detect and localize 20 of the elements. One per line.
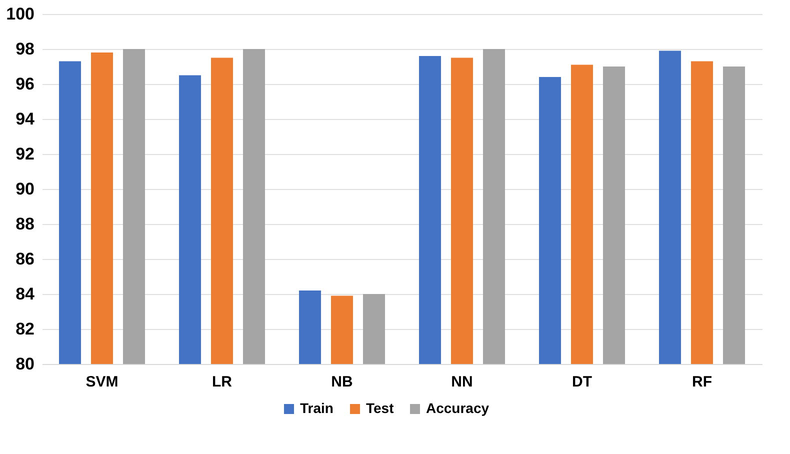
x-tick-label: NB xyxy=(331,374,353,390)
y-tick-label: 96 xyxy=(16,74,34,94)
x-tick-label: LR xyxy=(212,374,232,390)
x-tick-label: DT xyxy=(572,374,592,390)
legend-label: Train xyxy=(300,400,334,416)
y-tick-label: 84 xyxy=(16,284,36,304)
y-tick-label: 94 xyxy=(16,110,36,128)
y-tick-label: 86 xyxy=(16,250,34,268)
legend-label: Test xyxy=(366,400,394,416)
y-tick-label: 82 xyxy=(16,320,34,338)
y-tick-label: 88 xyxy=(16,214,34,234)
y-tick-label: 90 xyxy=(16,180,34,198)
y-tick-label: 98 xyxy=(16,40,34,58)
y-tick-label: 100 xyxy=(6,4,34,24)
x-tick-label: SVM xyxy=(86,374,118,390)
y-tick-label: 92 xyxy=(16,144,34,164)
x-tick-label: NN xyxy=(451,374,473,390)
legend-label: Accuracy xyxy=(426,400,490,416)
x-tick-label: RF xyxy=(692,374,712,390)
y-tick-label: 80 xyxy=(16,354,34,374)
